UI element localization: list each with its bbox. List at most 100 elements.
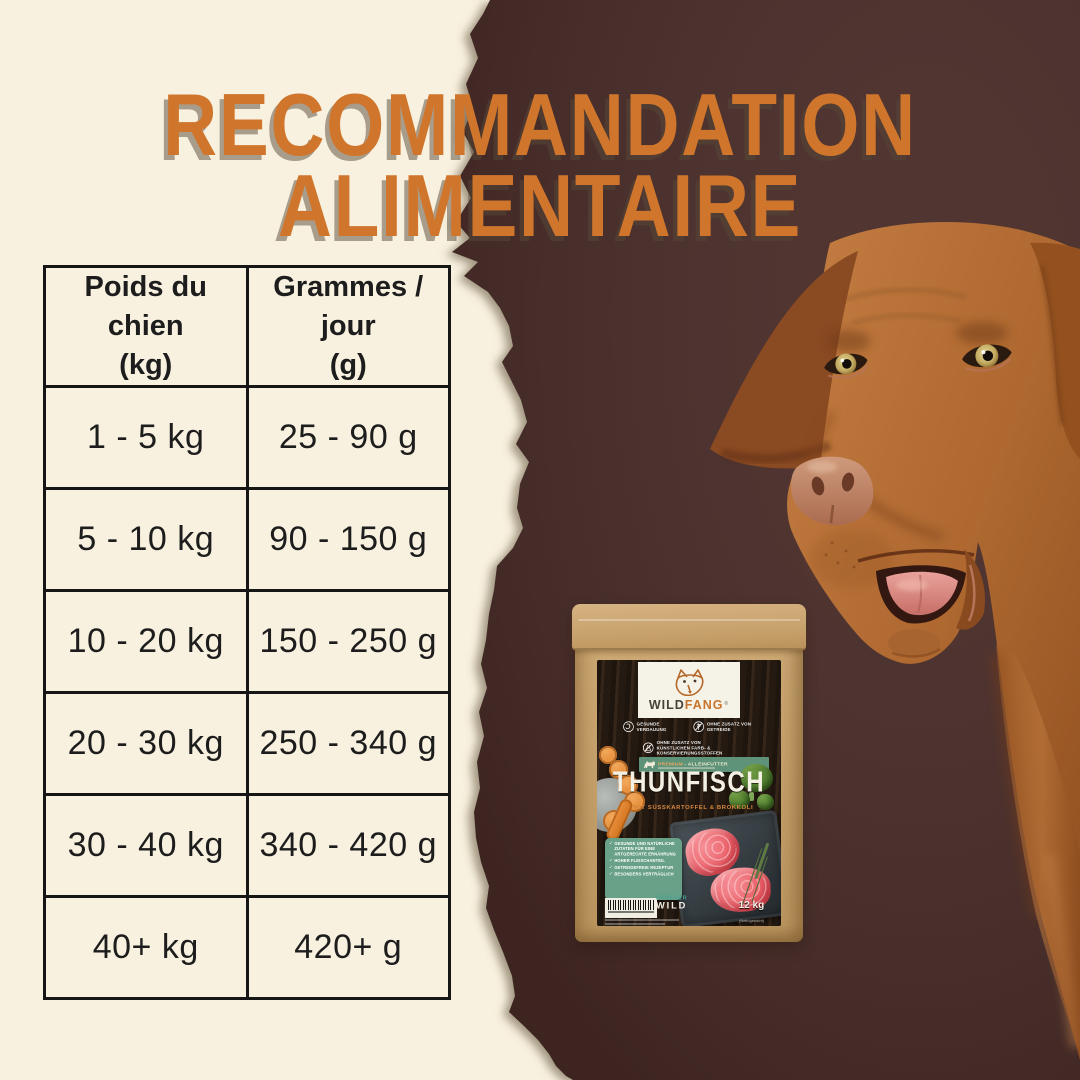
dog-left-ear (710, 251, 858, 469)
dog-nose-highlight (807, 461, 837, 473)
header-dog-weight-label: Poids du chien (84, 271, 207, 343)
dog-left-ear-shadow (720, 440, 832, 464)
product-subtitle-wrap: MIT SÜSSKARTOFFEL & BROKKOLI (597, 799, 781, 817)
weight-range-cell: 30 - 40 kg (43, 793, 249, 899)
brand-name: WILD FANG ® (649, 698, 729, 712)
address-text-line (605, 923, 665, 925)
header-grams-per-day: Grammes / jour (g) (245, 264, 451, 389)
dog-nose-groove (829, 504, 835, 524)
header-dog-weight: Poids du chien (kg) (43, 264, 249, 389)
badge-label: GESUNDE VERDAUUNG (637, 721, 667, 732)
grams-range-cell: 340 - 420 g (245, 793, 451, 899)
wolf-head-logo (675, 669, 704, 696)
grams-range-cell: 25 - 90 g (245, 385, 451, 491)
registered-mark: ® (724, 701, 730, 707)
broccoli-floret (741, 764, 773, 792)
check-icon: ✓ (609, 871, 613, 877)
grams-range-cell: 420+ g (245, 895, 451, 1001)
weight-range-cell: 5 - 10 kg (43, 487, 249, 593)
dog-forehead-wrinkle (851, 313, 961, 325)
dog-nostril (841, 472, 855, 492)
dog-right-ear-crease (1040, 264, 1064, 426)
badge-no-additives: OHNE ZUSATZ VON KÜNSTLICHEN FARB- & KONS… (643, 740, 735, 756)
bag-fold-crease (578, 619, 800, 621)
check-icon: ✓ (609, 864, 613, 870)
grams-range-cell: 150 - 250 g (245, 589, 451, 695)
product-name: THUNFISCH (612, 766, 766, 799)
badge-digestion: GESUNDE VERDAUUNG (623, 721, 685, 733)
package-badges-row1: GESUNDE VERDAUUNG OHNE ZUSATZ VON GETREI… (597, 721, 781, 741)
dog-right-flew (956, 549, 986, 630)
page-title-line2: ALIMENTAIRE (277, 156, 803, 255)
grams-range-cell: 250 - 340 g (245, 691, 451, 797)
header-dog-weight-unit: (kg) (119, 349, 173, 382)
weight-range-cell: 10 - 20 kg (43, 589, 249, 695)
table-row: 20 - 30 kg 250 - 340 g (43, 691, 451, 797)
table-row: 10 - 20 kg 150 - 250 g (43, 589, 451, 695)
dog-upper-lip (857, 548, 975, 563)
feeding-table: Poids du chien (kg) Grammes / jour (g) 1… (43, 264, 451, 1001)
claim-text: GETREIDEFREIE REZEPTUR (614, 864, 674, 870)
badge-label: OHNE ZUSATZ VON KÜNSTLICHEN FARB- & KONS… (657, 740, 723, 756)
package-weight: 12 kg (Nettogewicht) (729, 900, 774, 926)
claim-item: ✓ GETREIDEFREIE REZEPTUR (609, 864, 679, 870)
claim-text: BESONDERS VERTRÄGLICH (614, 871, 674, 877)
weight-value: 12 kg (738, 900, 765, 911)
weight-range-cell: 1 - 5 kg (43, 385, 249, 491)
broccoli-stem (749, 792, 754, 801)
package-badges-row2: OHNE ZUSATZ VON KÜNSTLICHEN FARB- & KONS… (597, 740, 781, 760)
dog-chin (888, 629, 940, 657)
sweet-potato-slice (609, 760, 628, 779)
dog-right-eye (962, 344, 1012, 372)
check-icon: ✓ (609, 840, 613, 846)
logo-forever: FOREVER (656, 894, 688, 901)
claims-box: ✓ GESUNDE UND NATÜRLICHE ZUTATEN FÜR EIN… (605, 838, 682, 900)
barcode (605, 898, 657, 918)
banner-premium: PREMIUM (658, 760, 683, 767)
dog-brow-shade (956, 322, 1008, 344)
dog-neck-front (996, 645, 1080, 1060)
weight-range-cell: 20 - 30 kg (43, 691, 249, 797)
claim-text: GESUNDE UND NATÜRLICHE ZUTATEN FÜR EINE … (614, 841, 677, 857)
header-grams-unit: (g) (329, 349, 367, 382)
badge-label: OHNE ZUSATZ VON GETREIDE (707, 721, 752, 732)
dog-chin-crease (891, 647, 941, 658)
brand-fang: FANG (684, 698, 724, 712)
barcode-number-line (608, 911, 654, 913)
sweet-potato-slice (599, 746, 617, 764)
grams-range-cell: 90 - 150 g (245, 487, 451, 593)
table-header-row: Poids du chien (kg) Grammes / jour (g) (43, 264, 451, 389)
badge-no-grain: OHNE ZUSATZ VON GETREIDE (693, 721, 755, 733)
address-text-line (605, 919, 679, 921)
dog-nose (791, 456, 874, 526)
table-row: 30 - 40 kg 340 - 420 g (43, 793, 451, 899)
barcode-bars (608, 900, 654, 910)
bag-top-fold (572, 604, 806, 650)
header-grams-label: Grammes / jour (273, 271, 424, 343)
table-row: 1 - 5 kg 25 - 90 g (43, 385, 451, 491)
claim-item: ✓ GESUNDE UND NATÜRLICHE ZUTATEN FÜR EIN… (609, 840, 679, 857)
claim-item: ✓ BESONDERS VERTRÄGLICH (609, 871, 679, 877)
broccoli-floret (729, 790, 750, 809)
forever-wild-logo: FOREVER WILD (656, 895, 707, 920)
stomach-icon (623, 721, 634, 733)
no-additives-icon (643, 742, 655, 754)
brand-wild: WILD (648, 698, 685, 712)
banner-label: PREMIUM - ALLEINFUTTER (658, 761, 728, 767)
sweet-potato-slice (618, 775, 638, 795)
logo-wild: WILD (656, 900, 688, 912)
claim-text: HOHER FLEISCHANTEIL (614, 858, 666, 864)
banner-alleinfutter: - ALLEINFUTTER (684, 760, 728, 767)
brand-panel: WILD FANG ® (638, 662, 740, 718)
banner-subtext-line (658, 766, 716, 769)
dog-brow-shade (826, 330, 870, 352)
package-label: WILD FANG ® GESUNDE VERDAUUNG (597, 660, 781, 926)
page-title: RECOMMANDATION ALIMENTAIRE (0, 75, 1080, 255)
premium-banner: PREMIUM - ALLEINFUTTER (639, 757, 769, 772)
dog-tongue-crease (917, 574, 923, 614)
table-row: 40+ kg 420+ g (43, 895, 451, 1001)
page-title-line1: RECOMMANDATION (163, 75, 917, 174)
dog-left-eye (824, 353, 869, 379)
broccoli-floret (757, 794, 774, 810)
